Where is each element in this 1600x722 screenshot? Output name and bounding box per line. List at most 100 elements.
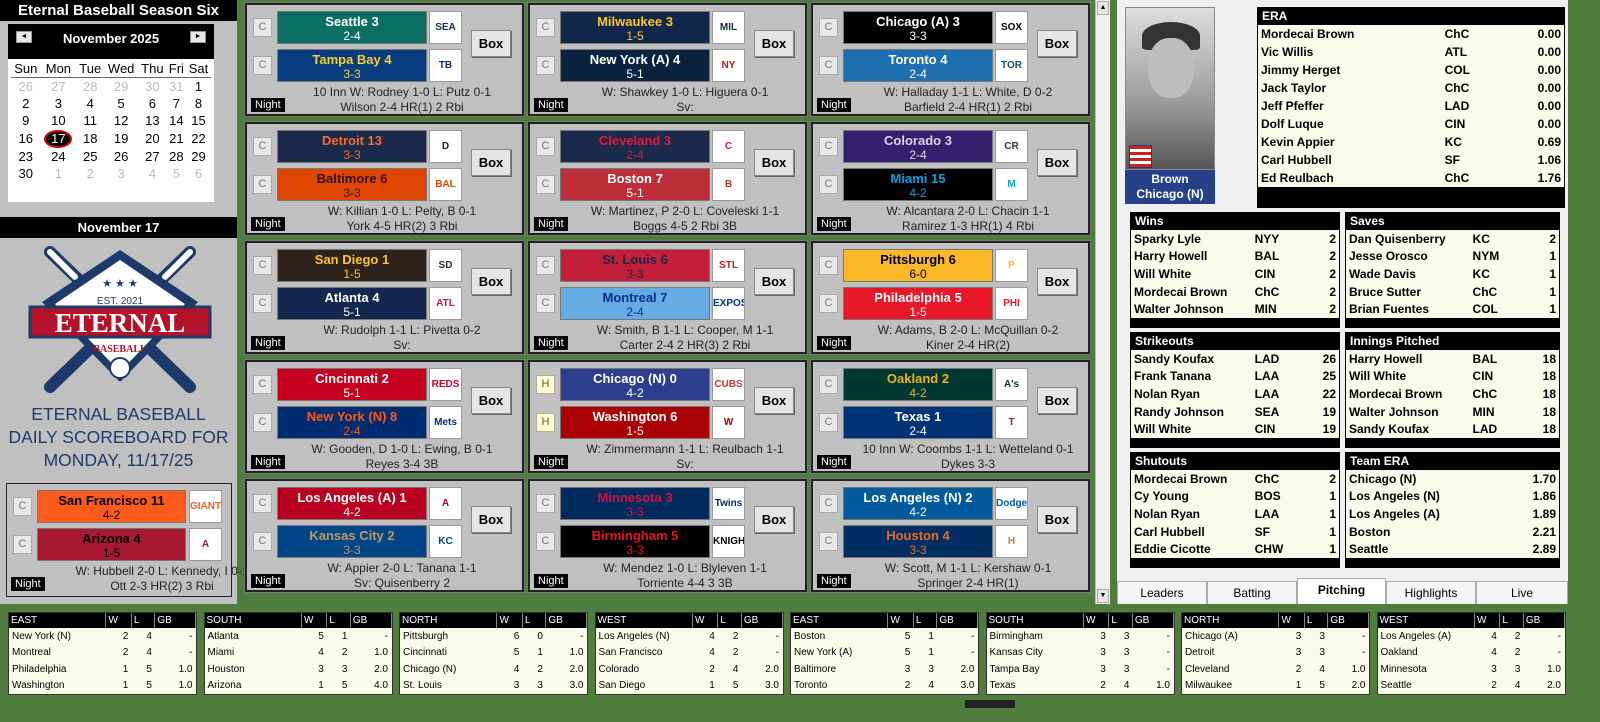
tab-live[interactable]: Live bbox=[1476, 581, 1568, 604]
game-status-button[interactable]: C bbox=[253, 18, 272, 37]
calendar-day[interactable]: 4 bbox=[86, 95, 94, 111]
standings-row[interactable]: Baltimore 3 3 2.0 bbox=[791, 661, 978, 678]
leader-row[interactable]: Eddie Cicotte CHW 1 bbox=[1131, 540, 1339, 558]
leader-row[interactable]: Mordecai Brown ChC 18 bbox=[1346, 385, 1559, 403]
leader-row[interactable]: Bruce Sutter ChC 1 bbox=[1346, 283, 1559, 301]
leader-row[interactable]: Brian Fuentes COL 1 bbox=[1346, 300, 1559, 318]
calendar-day[interactable]: 29 bbox=[113, 78, 129, 94]
standings-row[interactable]: Montreal 2 4 - bbox=[9, 645, 196, 662]
box-score-button[interactable]: Box bbox=[754, 268, 794, 295]
calendar-day[interactable]: 2 bbox=[86, 166, 94, 182]
calendar-day[interactable]: 15 bbox=[191, 113, 206, 129]
calendar-day[interactable]: 6 bbox=[194, 166, 203, 182]
calendar-day[interactable]: 7 bbox=[172, 95, 180, 111]
game-status-button[interactable]: C bbox=[819, 137, 838, 156]
leader-row[interactable]: Los Angeles (N) 1.86 bbox=[1346, 488, 1559, 506]
game-status-button[interactable]: C bbox=[253, 175, 272, 194]
box-score-button[interactable]: Box bbox=[471, 387, 511, 414]
tab-highlights[interactable]: Highlights bbox=[1386, 581, 1476, 604]
leader-row[interactable]: Sandy Koufax LAD 26 bbox=[1131, 350, 1339, 368]
game-status-button[interactable]: C bbox=[253, 294, 272, 313]
standings-row[interactable]: Atlanta 5 1 - bbox=[205, 628, 392, 645]
leader-row[interactable]: Mordecai Brown ChC 2 bbox=[1131, 470, 1339, 488]
calendar-day[interactable]: 28 bbox=[169, 148, 184, 164]
box-score-button[interactable]: Box bbox=[754, 506, 794, 533]
game-status-button[interactable]: C bbox=[819, 494, 838, 513]
box-score-button[interactable]: Box bbox=[471, 149, 511, 176]
standings-row[interactable]: Cleveland 2 4 1.0 bbox=[1182, 661, 1369, 678]
tab-leaders[interactable]: Leaders bbox=[1117, 581, 1207, 604]
calendar-day[interactable]: 3 bbox=[54, 95, 63, 111]
calendar-day[interactable]: 8 bbox=[194, 95, 203, 111]
calendar-day[interactable]: 27 bbox=[51, 78, 66, 94]
game-status-button[interactable]: C bbox=[819, 375, 838, 394]
standings-row[interactable]: New York (N) 2 4 - bbox=[9, 628, 196, 645]
calendar-day[interactable]: 3 bbox=[117, 166, 125, 182]
calendar-day[interactable]: 1 bbox=[54, 166, 63, 182]
leader-row[interactable]: Jeff Pfeffer LAD 0.00 bbox=[1258, 97, 1564, 115]
game-status-button[interactable]: H bbox=[536, 413, 555, 432]
standings-row[interactable]: Washington 1 5 1.0 bbox=[9, 678, 196, 695]
calendar-day[interactable]: 18 bbox=[83, 131, 98, 146]
calendar-day[interactable]: 17 bbox=[41, 129, 77, 148]
scroll-down-icon[interactable]: ▼ bbox=[1097, 589, 1109, 603]
box-score-button[interactable]: Box bbox=[754, 149, 794, 176]
standings-row[interactable]: Boston 5 1 - bbox=[791, 628, 978, 645]
game-status-button[interactable]: C bbox=[819, 256, 838, 275]
leader-row[interactable]: Harry Howell BAL 2 bbox=[1131, 248, 1339, 266]
game-status-button[interactable]: C bbox=[536, 137, 555, 156]
game-status-button[interactable]: C bbox=[536, 56, 555, 75]
game-status-button[interactable]: C bbox=[253, 137, 272, 156]
standings-row[interactable]: Cincinnati 5 1 1.0 bbox=[400, 645, 587, 662]
calendar-day[interactable]: 13 bbox=[145, 113, 160, 129]
leader-row[interactable]: Randy Johnson SEA 19 bbox=[1131, 403, 1339, 421]
standings-row[interactable]: Toronto 2 4 3.0 bbox=[791, 678, 978, 695]
prev-month-button[interactable]: ◄ bbox=[16, 31, 32, 43]
box-score-button[interactable]: Box bbox=[471, 268, 511, 295]
calendar-day[interactable]: 19 bbox=[113, 131, 129, 146]
leader-row[interactable]: Jack Taylor ChC 0.00 bbox=[1258, 79, 1564, 97]
leader-row[interactable]: Will White CIN 2 bbox=[1131, 265, 1339, 283]
leader-row[interactable]: Nolan Ryan LAA 1 bbox=[1131, 505, 1339, 523]
standings-row[interactable]: Tampa Bay 3 3 - bbox=[987, 661, 1174, 678]
game-status-button[interactable]: C bbox=[819, 413, 838, 432]
game-status-button[interactable]: C bbox=[536, 175, 555, 194]
standings-row[interactable]: New York (A) 5 1 - bbox=[791, 645, 978, 662]
calendar-day[interactable]: 1 bbox=[194, 78, 203, 94]
calendar-day[interactable]: 5 bbox=[117, 95, 125, 111]
calendar-day[interactable]: 16 bbox=[18, 131, 33, 146]
leader-row[interactable]: Walter Johnson MIN 2 bbox=[1131, 300, 1339, 318]
leader-row[interactable]: Chicago (N) 1.70 bbox=[1346, 470, 1559, 488]
standings-row[interactable]: Los Angeles (A) 4 2 - bbox=[1378, 628, 1565, 645]
leader-row[interactable]: Ed Reulbach ChC 1.76 bbox=[1258, 169, 1564, 187]
standings-row[interactable]: Seattle 2 4 2.0 bbox=[1378, 678, 1565, 695]
calendar-day[interactable]: 31 bbox=[169, 78, 184, 94]
calendar-day[interactable]: 9 bbox=[22, 113, 30, 129]
standings-row[interactable]: Philadelphia 1 5 1.0 bbox=[9, 661, 196, 678]
calendar-day[interactable]: 26 bbox=[113, 148, 129, 164]
calendar-day[interactable]: 26 bbox=[18, 78, 33, 94]
box-score-button[interactable]: Box bbox=[471, 506, 511, 533]
box-score-button[interactable]: Box bbox=[1037, 387, 1077, 414]
calendar-day[interactable]: 30 bbox=[18, 166, 33, 182]
standings-row[interactable]: Pittsburgh 6 0 - bbox=[400, 628, 587, 645]
game-status-button[interactable]: C bbox=[819, 294, 838, 313]
game-status-button[interactable]: C bbox=[13, 497, 32, 516]
leader-row[interactable]: Jimmy Herget COL 0.00 bbox=[1258, 61, 1564, 79]
leader-row[interactable]: Mordecai Brown ChC 2 bbox=[1131, 283, 1339, 301]
calendar-day[interactable]: 14 bbox=[169, 113, 184, 129]
leader-row[interactable]: Boston 2.21 bbox=[1346, 523, 1559, 541]
standings-row[interactable]: Milwaukee 1 5 2.0 bbox=[1182, 678, 1369, 695]
leader-row[interactable]: Will White CIN 19 bbox=[1131, 420, 1339, 438]
leader-row[interactable]: Vic Willis ATL 0.00 bbox=[1258, 43, 1564, 61]
game-status-button[interactable]: C bbox=[819, 175, 838, 194]
tab-batting[interactable]: Batting bbox=[1207, 581, 1297, 604]
game-status-button[interactable]: C bbox=[536, 532, 555, 551]
game-status-button[interactable]: C bbox=[536, 256, 555, 275]
calendar-day[interactable]: 5 bbox=[172, 166, 180, 182]
box-score-button[interactable]: Box bbox=[754, 387, 794, 414]
box-score-button[interactable]: Box bbox=[1037, 506, 1077, 533]
standings-row[interactable]: Chicago (N) 4 2 2.0 bbox=[400, 661, 587, 678]
standings-row[interactable]: Texas 2 4 1.0 bbox=[987, 678, 1174, 695]
game-status-button[interactable]: H bbox=[536, 375, 555, 394]
